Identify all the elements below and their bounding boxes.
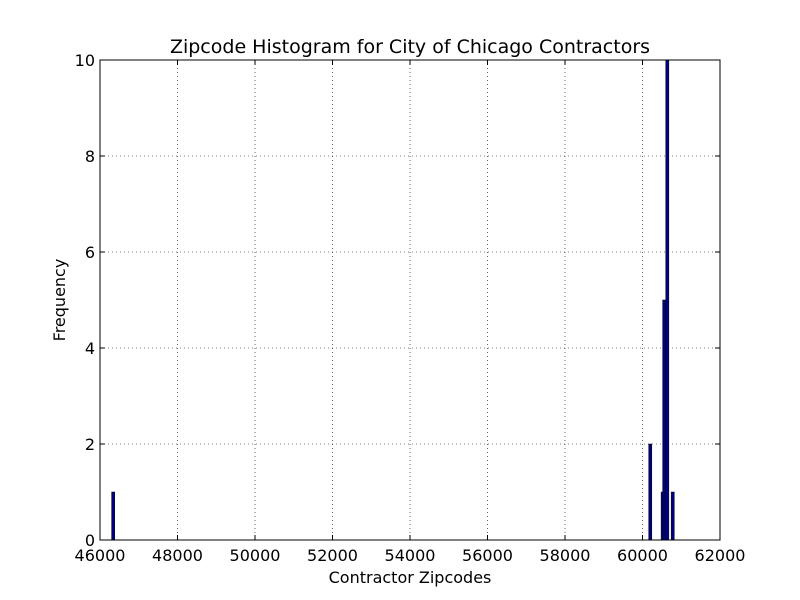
x-tick-label: 62000 [695, 546, 746, 565]
x-tick-label: 52000 [307, 546, 358, 565]
x-axis-label: Contractor Zipcodes [329, 568, 492, 587]
histogram-bar [670, 491, 675, 541]
y-tick-label: 2 [85, 435, 95, 454]
chart-title: Zipcode Histogram for City of Chicago Co… [170, 36, 650, 58]
y-tick-label: 4 [85, 339, 95, 358]
y-tick-label: 8 [85, 147, 95, 166]
histogram-bar [662, 299, 667, 541]
y-axis-label: Frequency [50, 259, 69, 342]
y-tick-labels: 0 2 4 6 8 10 [75, 51, 95, 550]
x-tick-label: 48000 [152, 546, 203, 565]
grid-lines [100, 60, 720, 540]
axis-ticks [99, 59, 721, 541]
histogram-bar [648, 443, 653, 541]
histogram-bar [111, 491, 115, 541]
x-tick-label: 50000 [230, 546, 281, 565]
y-tick-label: 6 [85, 243, 95, 262]
x-tick-label: 60000 [617, 546, 668, 565]
x-tick-label: 56000 [462, 546, 513, 565]
histogram-bars [111, 59, 675, 541]
x-tick-labels: 46000 48000 50000 52000 54000 56000 58000 60000… [75, 546, 746, 565]
x-tick-label: 58000 [540, 546, 591, 565]
x-tick-label: 54000 [385, 546, 436, 565]
x-tick-label: 46000 [75, 546, 126, 565]
histogram-bar [665, 59, 670, 541]
y-tick-label: 0 [85, 531, 95, 550]
y-tick-label: 10 [75, 51, 95, 70]
